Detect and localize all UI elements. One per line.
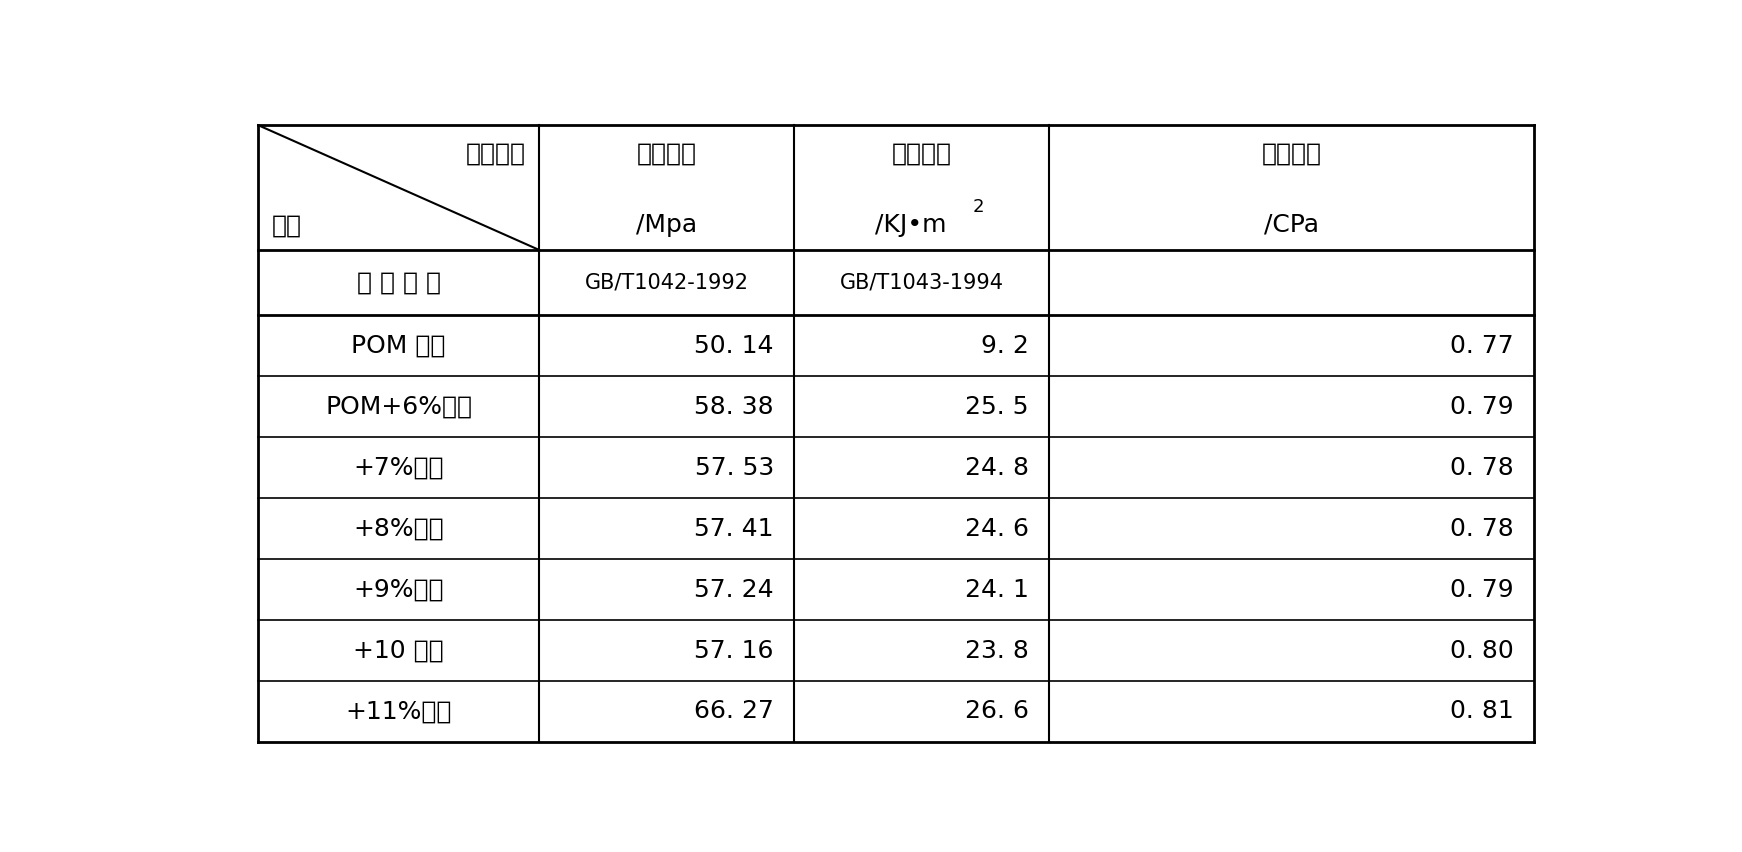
Text: +9%母料: +9%母料 [354, 578, 444, 602]
Text: 0. 79: 0. 79 [1449, 394, 1514, 419]
Text: 25. 5: 25. 5 [965, 394, 1030, 419]
Text: 0. 77: 0. 77 [1449, 334, 1514, 358]
Text: 弹性模量: 弹性模量 [1261, 141, 1322, 165]
Text: 57. 53: 57. 53 [695, 456, 773, 480]
Text: 0. 80: 0. 80 [1449, 638, 1514, 663]
Text: GB/T1042-1992: GB/T1042-1992 [585, 273, 749, 292]
Text: 57. 24: 57. 24 [695, 578, 773, 602]
Text: 2: 2 [974, 198, 984, 216]
Text: +11%母料: +11%母料 [345, 699, 451, 723]
Text: 57. 16: 57. 16 [695, 638, 773, 663]
Text: 57. 41: 57. 41 [695, 516, 773, 541]
Text: /KJ•m: /KJ•m [874, 213, 946, 237]
Text: 23. 8: 23. 8 [965, 638, 1030, 663]
Text: 24. 1: 24. 1 [965, 578, 1030, 602]
Text: 性能指标: 性能指标 [465, 141, 526, 165]
Text: GB/T1043-1994: GB/T1043-1994 [840, 273, 1003, 292]
Text: 9. 2: 9. 2 [981, 334, 1030, 358]
Text: +7%母料: +7%母料 [354, 456, 444, 480]
Text: 58. 38: 58. 38 [695, 394, 773, 419]
Text: 0. 78: 0. 78 [1449, 456, 1514, 480]
Text: 0. 78: 0. 78 [1449, 516, 1514, 541]
Text: 拉伸强度: 拉伸强度 [636, 141, 697, 165]
Text: 冲击强度: 冲击强度 [892, 141, 951, 165]
Text: 类别: 类别 [272, 214, 301, 238]
Text: 66. 27: 66. 27 [693, 699, 773, 723]
Text: 0. 79: 0. 79 [1449, 578, 1514, 602]
Text: POM+6%母料: POM+6%母料 [326, 394, 472, 419]
Text: +10 母料: +10 母料 [354, 638, 444, 663]
Text: 测 试 方 法: 测 试 方 法 [357, 271, 441, 295]
Text: +8%母料: +8%母料 [354, 516, 444, 541]
Text: POM 绍料: POM 绍料 [352, 334, 446, 358]
Text: 24. 6: 24. 6 [965, 516, 1030, 541]
Text: /CPa: /CPa [1265, 213, 1319, 237]
Text: 24. 8: 24. 8 [965, 456, 1030, 480]
Text: /Mpa: /Mpa [636, 213, 697, 237]
Text: 0. 81: 0. 81 [1449, 699, 1514, 723]
Text: 26. 6: 26. 6 [965, 699, 1030, 723]
Text: 50. 14: 50. 14 [695, 334, 773, 358]
